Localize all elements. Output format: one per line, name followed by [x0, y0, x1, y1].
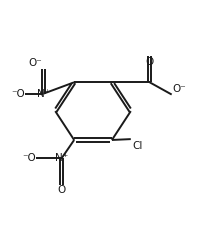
Text: O⁻: O⁻	[172, 84, 185, 94]
Text: N⁺: N⁺	[55, 153, 68, 163]
Text: O: O	[145, 57, 153, 67]
Text: N⁺: N⁺	[37, 89, 50, 99]
Text: ⁻O: ⁻O	[22, 153, 35, 163]
Text: O⁻: O⁻	[28, 58, 42, 68]
Text: O: O	[57, 185, 65, 195]
Text: Cl: Cl	[132, 141, 142, 151]
Text: ⁻O: ⁻O	[11, 89, 24, 99]
